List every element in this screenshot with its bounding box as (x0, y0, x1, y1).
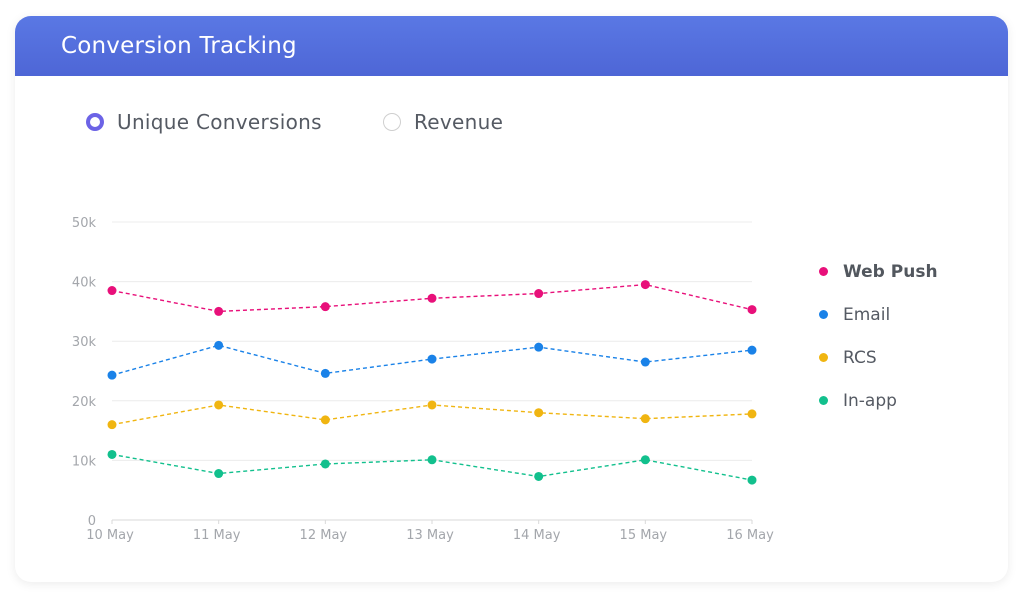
revenue-toggle[interactable]: Revenue (383, 106, 503, 138)
data-point-in-app (534, 471, 544, 481)
data-point-rcs (747, 409, 757, 419)
data-point-email (640, 357, 650, 367)
series-layer (107, 280, 757, 485)
y-tick-label: 20k (72, 395, 97, 410)
x-tick-label: 15 May (620, 528, 668, 543)
radio-selected-icon[interactable] (86, 113, 104, 131)
x-tick-label: 14 May (513, 528, 561, 543)
legend-label: Email (843, 304, 891, 325)
unique-conversions-label: Unique Conversions (117, 110, 322, 134)
card-title: Conversion Tracking (61, 33, 297, 59)
chart-legend: Web Push Email RCS In-app (819, 250, 938, 422)
data-point-in-app (107, 449, 117, 459)
grid-layer (112, 221, 752, 461)
data-point-email (534, 342, 544, 352)
axis-layer: 0 10k 20k 30k 40k 50k 10 May 11 May 12 May 13 May… (72, 216, 774, 543)
data-point-rcs (107, 420, 117, 430)
legend-dot-icon (819, 267, 828, 276)
y-tick-label: 40k (72, 276, 97, 291)
legend-label: Web Push (843, 261, 938, 282)
data-point-in-app (747, 475, 757, 485)
y-tick-label: 0 (88, 514, 96, 529)
conversion-tracking-card: Conversion Tracking (15, 16, 1008, 582)
data-point-in-app (640, 455, 650, 465)
legend-label: RCS (843, 347, 877, 368)
legend-label: In-app (843, 390, 897, 411)
data-point-web-push (107, 286, 117, 296)
radio-unselected-icon[interactable] (383, 113, 401, 131)
data-point-web-push (534, 289, 544, 299)
legend-item-rcs[interactable]: RCS (819, 336, 938, 379)
data-point-web-push (427, 293, 437, 303)
data-point-web-push (640, 280, 650, 290)
legend-item-in-app[interactable]: In-app (819, 379, 938, 422)
data-point-web-push (214, 306, 224, 316)
legend-item-web-push[interactable]: Web Push (819, 250, 938, 293)
data-point-email (320, 368, 330, 378)
data-point-rcs (214, 400, 224, 410)
data-point-rcs (534, 408, 544, 418)
legend-item-email[interactable]: Email (819, 293, 938, 336)
unique-conversions-toggle[interactable]: Unique Conversions (86, 106, 322, 138)
data-point-in-app (214, 469, 224, 479)
x-tick-label: 12 May (300, 528, 348, 543)
data-point-email (107, 370, 117, 380)
x-tick-label: 16 May (726, 528, 774, 543)
data-point-email (747, 345, 757, 355)
y-tick-label: 30k (72, 335, 97, 350)
legend-dot-icon (819, 396, 828, 405)
y-tick-label: 50k (72, 216, 97, 231)
x-tick-label: 11 May (193, 528, 241, 543)
data-point-email (427, 354, 437, 364)
data-point-rcs (640, 414, 650, 424)
data-point-in-app (320, 459, 330, 469)
x-tick-label: 10 May (86, 528, 134, 543)
data-point-web-push (747, 305, 757, 315)
data-point-web-push (320, 302, 330, 312)
revenue-label: Revenue (414, 110, 504, 134)
data-point-email (214, 340, 224, 350)
x-tick-label: 13 May (406, 528, 454, 543)
legend-dot-icon (819, 310, 828, 319)
y-tick-label: 10k (72, 454, 97, 469)
legend-dot-icon (819, 353, 828, 362)
data-point-in-app (427, 455, 437, 465)
card-header: Conversion Tracking (15, 16, 1008, 76)
data-point-rcs (427, 400, 437, 410)
data-point-rcs (320, 415, 330, 425)
